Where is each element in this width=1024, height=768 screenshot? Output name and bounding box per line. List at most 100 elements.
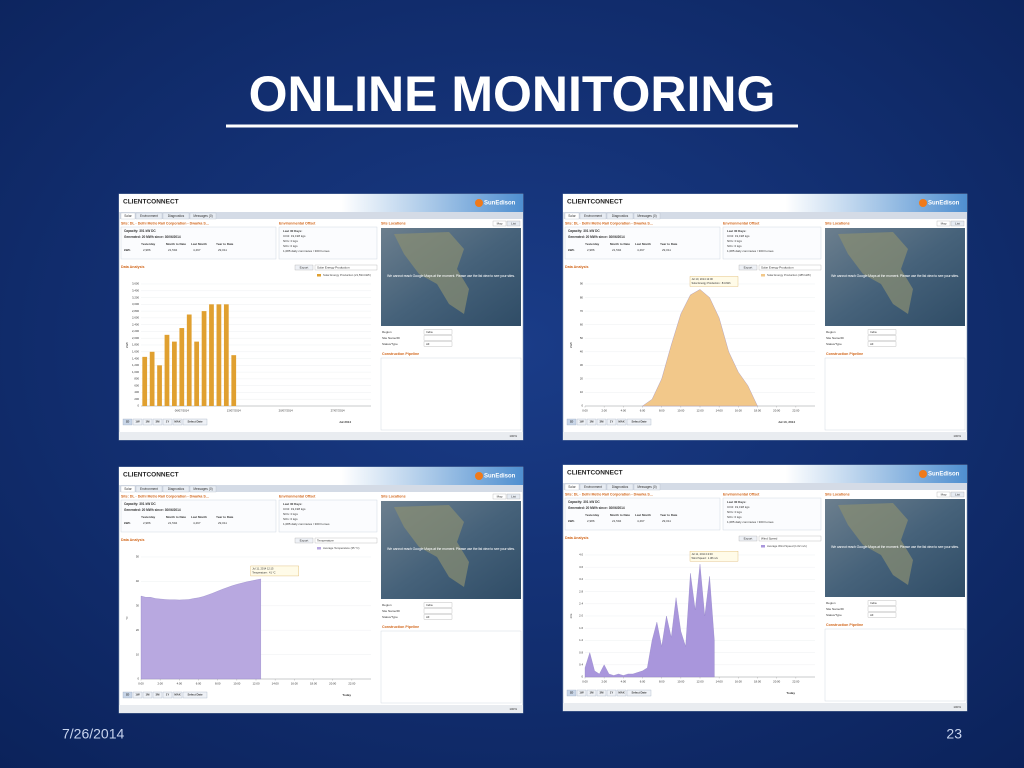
range-button[interactable] [152,418,163,426]
range-button[interactable] [616,689,627,697]
range-button[interactable] [172,418,183,426]
filter-input[interactable] [423,614,453,620]
y-tick-label: 30 [136,604,140,608]
filter-input[interactable] [423,602,453,608]
filter-input[interactable] [867,335,897,341]
range-button[interactable] [172,691,183,699]
range-label: 1D [126,420,130,424]
range-label: 1M [146,420,151,424]
env-line: Last 30 Days: [727,229,746,233]
range-button[interactable] [576,418,587,426]
range-button[interactable] [162,691,173,699]
x-tick-label: 6:00 [640,409,646,413]
x-tick-label: 16:00 [735,680,742,684]
tab[interactable] [606,212,634,220]
tab-bar [119,212,523,219]
tab[interactable] [633,483,661,491]
range-button[interactable] [576,689,587,697]
tab[interactable] [189,485,217,493]
tab[interactable] [162,212,190,220]
tab[interactable] [135,212,163,220]
map-note: We cannot reach Google Maps at the momen… [387,547,515,551]
filter-input[interactable] [867,341,897,347]
export-button[interactable] [294,264,314,271]
stat-head: Month to Date [610,242,630,246]
y-tick-label: 1,600 [132,350,139,354]
map-button[interactable] [492,493,507,500]
env-info [722,226,822,260]
filter-input[interactable] [867,606,897,612]
list-button[interactable] [506,493,521,500]
x-tick-label: 16:00 [735,409,742,413]
filter-input[interactable] [423,608,453,614]
tab[interactable] [564,483,580,491]
list-button[interactable] [950,491,965,498]
range-button[interactable] [596,418,607,426]
filter-input[interactable] [867,329,897,335]
tab[interactable] [120,485,136,493]
export-label: Export [744,265,753,269]
map-button[interactable] [492,220,507,227]
range-button[interactable] [152,691,163,699]
tab[interactable] [579,212,607,220]
env-line: Last 30 Days: [283,502,302,506]
x-tick-label: 2:00 [601,680,607,684]
range-button[interactable] [122,691,133,699]
y-tick-label: 3,000 [132,302,139,306]
map-button[interactable] [936,220,951,227]
stat-value: 21,594 [168,521,178,525]
range-button[interactable] [606,418,617,426]
y-tick-label: 0.4 [579,663,583,667]
filter-input[interactable] [423,341,453,347]
tab[interactable] [579,483,607,491]
stat-value: 21,594 [168,248,178,252]
range-button[interactable] [566,418,577,426]
list-button[interactable] [506,220,521,227]
map-button[interactable] [936,491,951,498]
metric-select[interactable] [314,537,378,544]
filter-input[interactable] [423,335,453,341]
filter-input[interactable] [423,329,453,335]
tab-label: Diagnostics [612,485,629,489]
range-button[interactable] [182,418,208,426]
metric-select[interactable] [758,264,822,271]
export-button[interactable] [738,264,758,271]
range-button[interactable] [142,691,153,699]
tab[interactable] [120,212,136,220]
status-bar [563,432,967,440]
export-button[interactable] [294,537,314,544]
range-button[interactable] [122,418,133,426]
tab[interactable] [633,212,661,220]
range-button[interactable] [586,418,597,426]
range-button[interactable] [182,691,208,699]
zoom: 100% [509,434,517,438]
export-button[interactable] [738,535,758,542]
range-button[interactable] [142,418,153,426]
range-button[interactable] [566,689,577,697]
tab[interactable] [606,483,634,491]
tab[interactable] [162,485,190,493]
range-button[interactable] [586,689,597,697]
range-button[interactable] [596,689,607,697]
site-info [120,499,277,533]
list-button[interactable] [950,220,965,227]
range-button[interactable] [606,689,617,697]
site-title: Site: DL · Delhi Metro Rail Corporation … [121,221,209,225]
tab[interactable] [189,212,217,220]
env-line: CO2: 19,198 kgs [727,505,750,509]
env-info [278,499,378,533]
filter-input[interactable] [867,600,897,606]
range-button[interactable] [162,418,173,426]
metric-select[interactable] [314,264,378,271]
range-button[interactable] [132,418,143,426]
metric-select[interactable] [758,535,822,542]
range-button[interactable] [626,418,652,426]
tab[interactable] [135,485,163,493]
filter-input[interactable] [867,612,897,618]
tab[interactable] [564,212,580,220]
range-button[interactable] [132,691,143,699]
range-button[interactable] [626,689,652,697]
range-button[interactable] [616,418,627,426]
brand: CLIENTCONNECT [123,199,179,206]
filter-label: Site Name/ID [826,336,845,340]
